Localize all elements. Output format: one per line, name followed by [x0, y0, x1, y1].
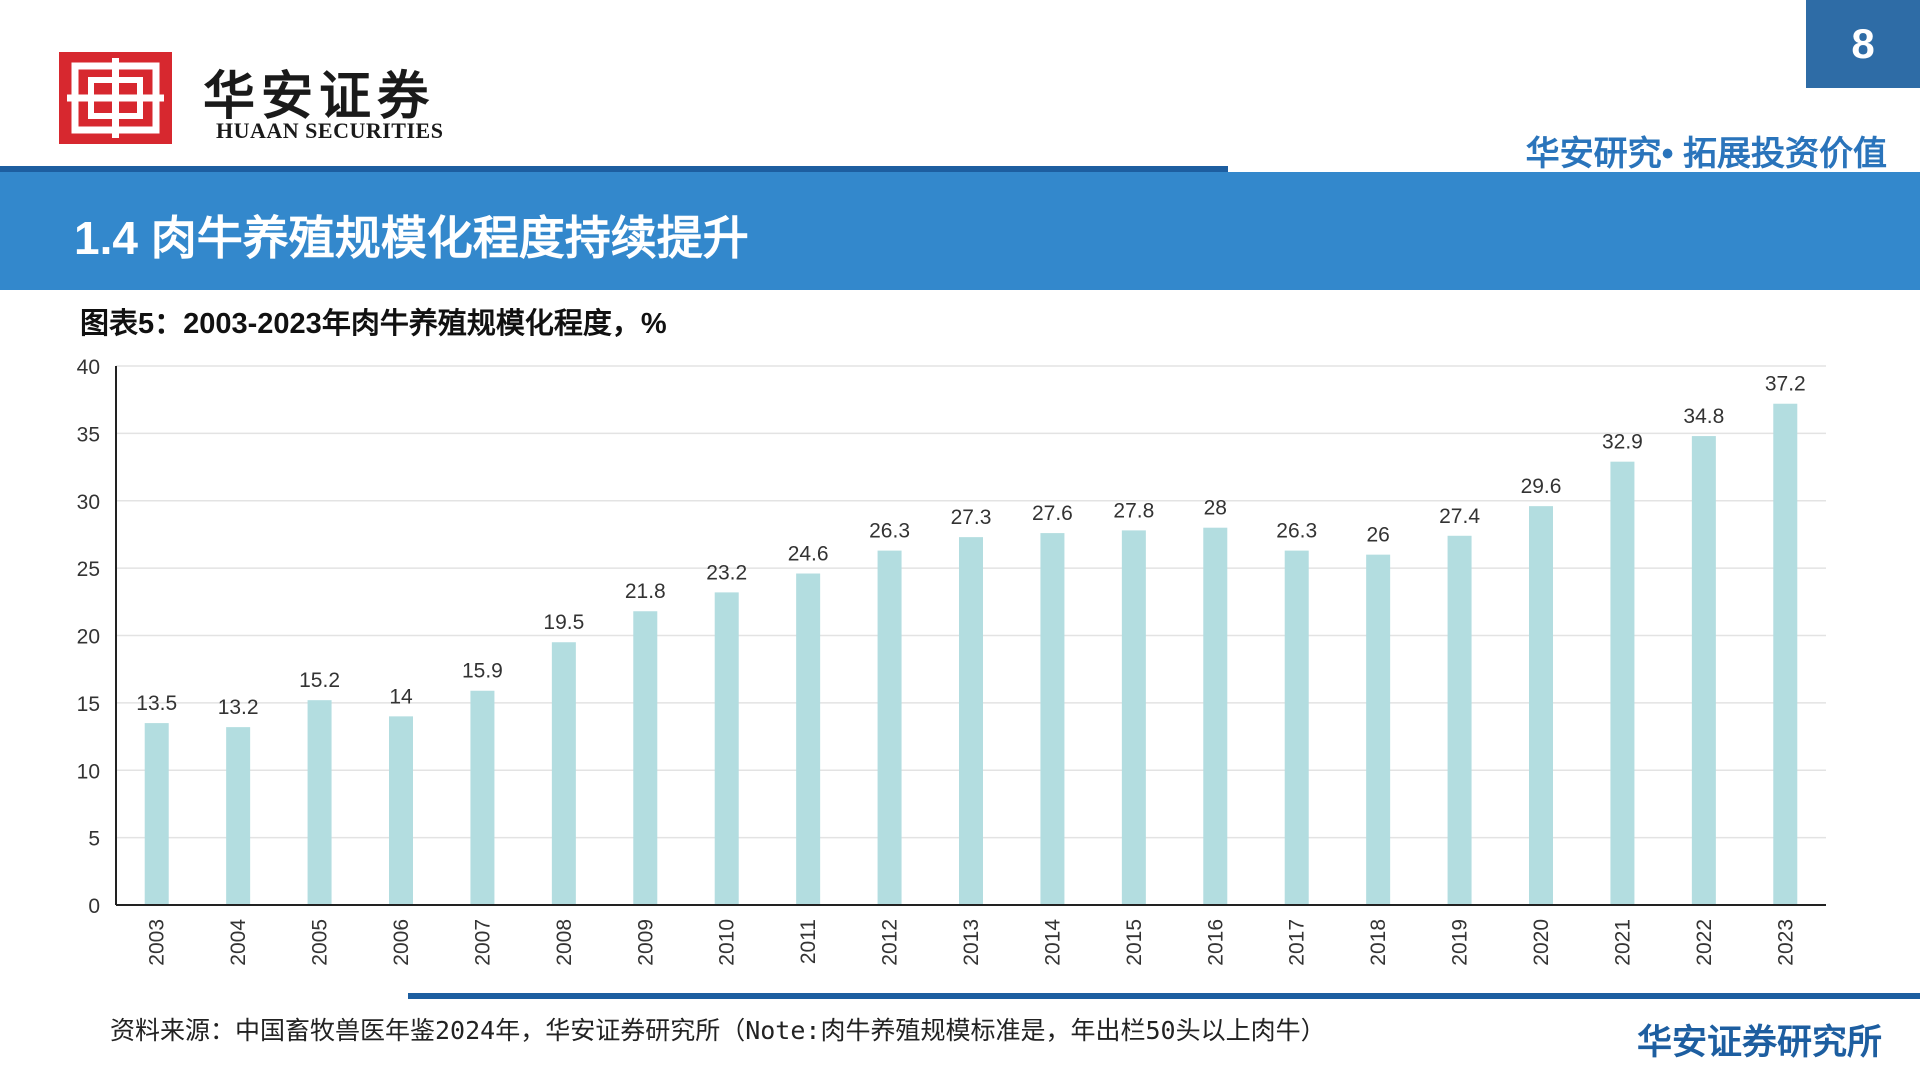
- x-tick-label: 2008: [553, 919, 576, 966]
- y-tick-label: 10: [77, 760, 100, 783]
- x-tick-label: 2004: [227, 919, 250, 966]
- bar: [1447, 535, 1472, 905]
- bar-chart: 0 5 10 15 20 25 30 35 40 13.5 13.2 15.2 14 15.9 19.5 2…: [77, 356, 1826, 966]
- source-note: 资料来源：中国畜牧兽医年鉴2024年，华安证券研究所（Note:肉牛养殖规模标准…: [110, 1016, 1326, 1045]
- chart-title: 图表5：2003-2023年肉牛养殖规模化程度，%: [80, 308, 667, 340]
- bar: [144, 723, 169, 905]
- bar: [1366, 554, 1391, 905]
- data-label: 13.2: [218, 696, 259, 719]
- x-tick-label: 2009: [634, 919, 657, 966]
- header-slogan: 华安研究• 拓展投资价值: [1525, 135, 1887, 173]
- bar: [1203, 527, 1228, 905]
- bar: [1773, 403, 1798, 905]
- y-tick-label: 5: [88, 828, 100, 851]
- bar: [796, 573, 821, 905]
- x-tick-label: 2005: [309, 919, 332, 966]
- data-label: 27.6: [1032, 502, 1073, 525]
- data-label: 26: [1366, 524, 1389, 547]
- bar: [1040, 533, 1065, 905]
- x-axis-tick-labels: 2003 2004 2005 2006 2007 2008 2009 2010 2011 2012…: [146, 919, 1798, 966]
- y-axis-tick-labels: 0 5 10 15 20 25 30 35 40: [77, 356, 100, 918]
- x-tick-label: 2003: [146, 919, 169, 966]
- data-label: 24.6: [788, 543, 829, 566]
- bar: [959, 537, 983, 905]
- chart-bars: [144, 403, 1798, 905]
- data-label: 27.3: [951, 506, 992, 529]
- x-tick-label: 2006: [390, 919, 413, 966]
- x-tick-label: 2013: [960, 919, 983, 966]
- chart-data-labels: 13.5 13.2 15.2 14 15.9 19.5 21.8 23.2 24.6 26.3 27…: [136, 373, 1805, 719]
- bar: [1610, 461, 1635, 905]
- data-label: 21.8: [625, 580, 666, 603]
- data-label: 34.8: [1683, 405, 1724, 428]
- x-tick-label: 2014: [1041, 919, 1064, 966]
- x-tick-label: 2015: [1123, 919, 1146, 966]
- bar: [714, 592, 739, 905]
- section-title: 1.4 肉牛养殖规模化程度持续提升: [74, 212, 749, 264]
- x-tick-label: 2010: [716, 919, 739, 966]
- data-label: 27.4: [1439, 505, 1480, 528]
- y-tick-label: 30: [77, 491, 100, 514]
- data-label: 26.3: [1276, 520, 1317, 543]
- x-tick-label: 2019: [1449, 919, 1472, 966]
- data-label: 14: [389, 685, 413, 708]
- bar: [470, 690, 495, 905]
- data-label: 26.3: [869, 520, 910, 543]
- data-label: 15.9: [462, 660, 503, 683]
- footer-divider: [408, 993, 1920, 999]
- x-tick-label: 2018: [1367, 919, 1390, 966]
- data-label: 23.2: [706, 561, 747, 584]
- data-label: 32.9: [1602, 431, 1643, 454]
- page-number: 8: [1806, 0, 1920, 88]
- y-tick-label: 40: [77, 356, 100, 379]
- data-label: 19.5: [543, 611, 584, 634]
- data-label: 37.2: [1765, 373, 1806, 396]
- y-tick-label: 25: [77, 558, 100, 581]
- data-label: 15.2: [299, 669, 340, 692]
- bar: [226, 727, 251, 905]
- bar: [307, 700, 332, 905]
- x-tick-label: 2023: [1774, 919, 1797, 966]
- x-tick-label: 2020: [1530, 919, 1553, 966]
- bar: [633, 611, 658, 905]
- bar: [1121, 530, 1146, 905]
- bar: [389, 716, 413, 905]
- y-tick-label: 0: [88, 895, 100, 918]
- data-label: 13.5: [136, 692, 177, 715]
- y-tick-label: 15: [77, 693, 100, 716]
- x-tick-label: 2021: [1611, 919, 1634, 966]
- logo-chinese-name: 华安证券: [203, 66, 436, 127]
- x-tick-label: 2012: [879, 919, 902, 966]
- logo-emblem-icon: [59, 52, 172, 144]
- data-label: 27.8: [1113, 499, 1154, 522]
- x-tick-label: 2007: [471, 919, 494, 966]
- section-banner: [0, 172, 1920, 290]
- logo-english-name: HUAAN SECURITIES: [216, 118, 444, 143]
- header-divider: [0, 166, 1228, 172]
- huaan-logo-emblem: [59, 52, 172, 144]
- y-tick-label: 35: [77, 423, 100, 446]
- x-tick-label: 2022: [1693, 919, 1716, 966]
- bar: [1691, 436, 1716, 905]
- data-label: 28: [1204, 497, 1227, 520]
- bar: [877, 550, 902, 905]
- footer-brand: 华安证券研究所: [1636, 1023, 1882, 1062]
- data-label: 29.6: [1521, 475, 1562, 498]
- x-tick-label: 2011: [797, 919, 820, 964]
- bar: [1529, 506, 1553, 905]
- x-tick-label: 2016: [1204, 919, 1227, 966]
- y-tick-label: 20: [77, 626, 100, 649]
- bar: [1284, 550, 1309, 905]
- x-tick-label: 2017: [1286, 919, 1309, 966]
- bar: [551, 642, 576, 905]
